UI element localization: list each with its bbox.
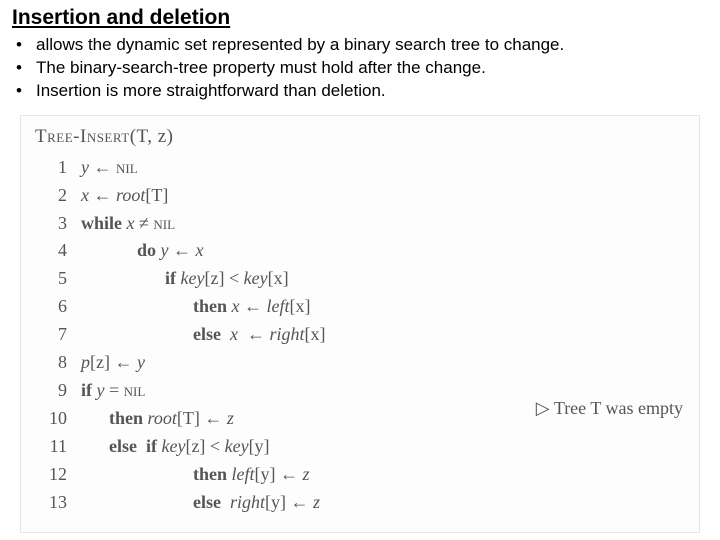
line-code: then root[T] ← z: [81, 405, 234, 433]
algo-args: (T, z): [130, 126, 174, 147]
line-number: 5: [35, 265, 81, 293]
line-number: 6: [35, 293, 81, 321]
line-number: 10: [35, 405, 81, 433]
line-number: 4: [35, 237, 81, 265]
line-number: 9: [35, 377, 81, 405]
algorithm-lines: 1y ← nil2x ← root[T]3while x ≠ nil4do y …: [35, 154, 685, 517]
page-title: Insertion and deletion: [12, 6, 708, 30]
line-number: 8: [35, 349, 81, 377]
line-number: 3: [35, 210, 81, 238]
algo-line: 7else x ← right[x]: [35, 321, 685, 349]
line-code: else x ← right[x]: [81, 321, 326, 349]
line-number: 7: [35, 321, 81, 349]
algo-line: 1y ← nil: [35, 154, 685, 182]
bullet-list: • allows the dynamic set represented by …: [12, 34, 708, 103]
algorithm-comment: ▷ Tree T was empty: [536, 398, 683, 419]
line-number: 1: [35, 154, 81, 182]
line-code: if key[z] < key[x]: [81, 265, 289, 293]
algo-line: 13else right[y] ← z: [35, 489, 685, 517]
line-code: if y = nil: [81, 377, 145, 405]
line-code: y ← nil: [81, 154, 138, 182]
line-code: p[z] ← y: [81, 349, 145, 377]
line-code: else right[y] ← z: [81, 489, 320, 517]
line-number: 12: [35, 461, 81, 489]
line-number: 11: [35, 433, 81, 461]
algo-name: Tree-Insert: [35, 126, 130, 147]
algo-line: 6then x ← left[x]: [35, 293, 685, 321]
line-number: 2: [35, 182, 81, 210]
line-code: x ← root[T]: [81, 182, 168, 210]
algo-line: 8p[z] ← y: [35, 349, 685, 377]
line-code: then x ← left[x]: [81, 293, 311, 321]
algo-line: 11else if key[z] < key[y]: [35, 433, 685, 461]
line-code: then left[y] ← z: [81, 461, 310, 489]
algorithm-box: Tree-Insert(T, z) 1y ← nil2x ← root[T]3w…: [20, 115, 700, 534]
algo-line: 4do y ← x: [35, 237, 685, 265]
line-code: while x ≠ nil: [81, 210, 175, 238]
algo-line: 5if key[z] < key[x]: [35, 265, 685, 293]
line-number: 13: [35, 489, 81, 517]
bullet-item: • allows the dynamic set represented by …: [12, 34, 708, 57]
algorithm-title: Tree-Insert(T, z): [35, 126, 685, 148]
bullet-item: •Insertion is more straightforward than …: [12, 80, 708, 103]
line-code: else if key[z] < key[y]: [81, 433, 270, 461]
line-code: do y ← x: [81, 237, 204, 265]
algo-line: 12then left[y] ← z: [35, 461, 685, 489]
bullet-item: •The binary-search-tree property must ho…: [12, 57, 708, 80]
algo-line: 3while x ≠ nil: [35, 210, 685, 238]
algo-line: 2x ← root[T]: [35, 182, 685, 210]
